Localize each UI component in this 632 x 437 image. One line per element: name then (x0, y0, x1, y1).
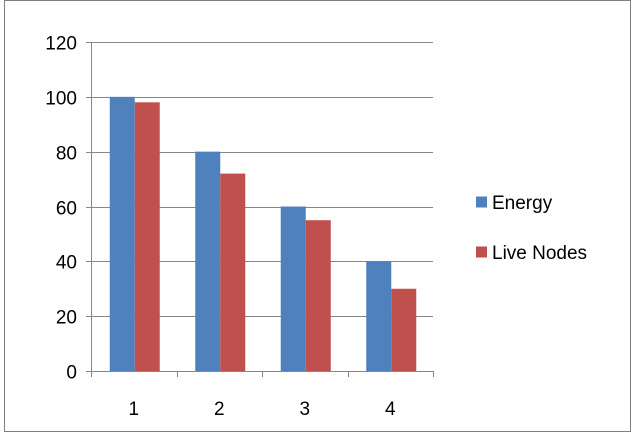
x-tick-labels: 1 2 3 4 (128, 399, 396, 420)
legend-swatch-live-nodes (476, 246, 487, 258)
bar-energy-4 (366, 261, 392, 371)
legend-label: Energy (492, 193, 553, 214)
y-tick-label: 40 (56, 253, 77, 274)
legend-label: Live Nodes (492, 243, 587, 264)
y-tick-label: 100 (45, 89, 77, 110)
y-tick-label: 0 (66, 363, 77, 384)
x-tick-label: 4 (385, 399, 396, 420)
bar-live-nodes-4 (391, 288, 417, 371)
bar-live-nodes-1 (134, 102, 160, 372)
bar-energy-1 (109, 96, 135, 371)
x-tick-label: 1 (128, 399, 139, 420)
legend: Energy Live Nodes (476, 193, 587, 264)
y-tick-label: 80 (56, 144, 77, 165)
y-tick-labels: 0 20 40 60 80 100 120 (45, 34, 77, 384)
bar-live-nodes-3 (305, 220, 331, 371)
legend-swatch-energy (476, 196, 487, 208)
y-tick-label: 120 (45, 34, 77, 55)
y-tick-label: 60 (56, 199, 77, 220)
bar-live-nodes-2 (220, 173, 246, 371)
bar-energy-2 (195, 151, 221, 371)
axes (86, 42, 434, 377)
bar-energy-3 (280, 206, 306, 371)
y-tick-label: 20 (56, 308, 77, 329)
x-tick-label: 3 (299, 399, 310, 420)
bars (109, 96, 417, 372)
x-tick-label: 2 (214, 399, 225, 420)
